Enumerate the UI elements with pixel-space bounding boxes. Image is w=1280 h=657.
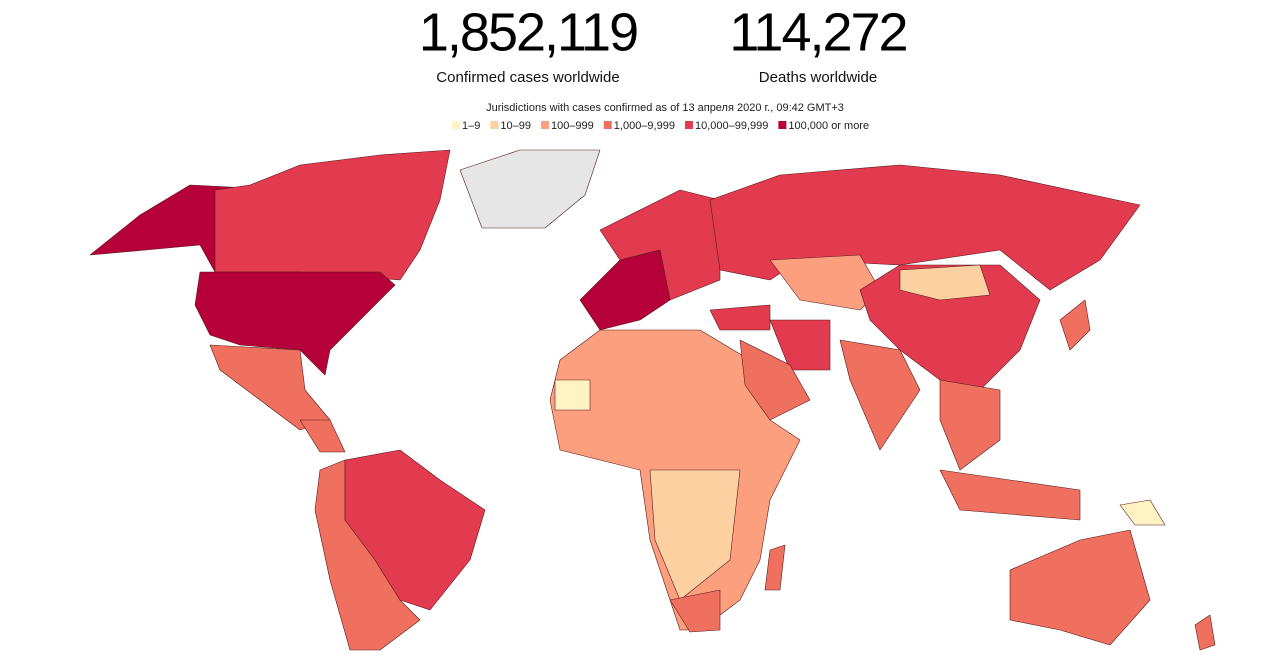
deaths-label: Deaths worldwide	[759, 69, 877, 86]
legend-label: 1–9	[462, 120, 480, 132]
subtitle: Jurisdictions with cases confirmed as of…	[486, 102, 844, 114]
legend-swatch	[778, 121, 787, 129]
legend-label: 10,000–99,999	[695, 120, 768, 132]
legend-label: 1,000–9,999	[614, 120, 675, 132]
legend-swatch	[490, 121, 499, 129]
deaths-count: 114,272	[729, 2, 906, 62]
legend-swatch	[452, 121, 460, 129]
legend-swatch	[684, 121, 693, 129]
legend: 1–9 10–99 100–999 1,000–9,999 10,000–99,999 1…	[452, 120, 869, 132]
cases-count: 1,852,119	[419, 2, 637, 62]
legend-label: 100–999	[551, 120, 594, 132]
cases-label: Confirmed cases worldwide	[436, 69, 619, 86]
legend-label: 100,000 or more	[788, 120, 869, 132]
legend-swatch	[603, 121, 612, 129]
legend-label: 10–99	[500, 120, 531, 132]
legend-swatch	[540, 121, 549, 129]
world-map	[89, 149, 1216, 651]
